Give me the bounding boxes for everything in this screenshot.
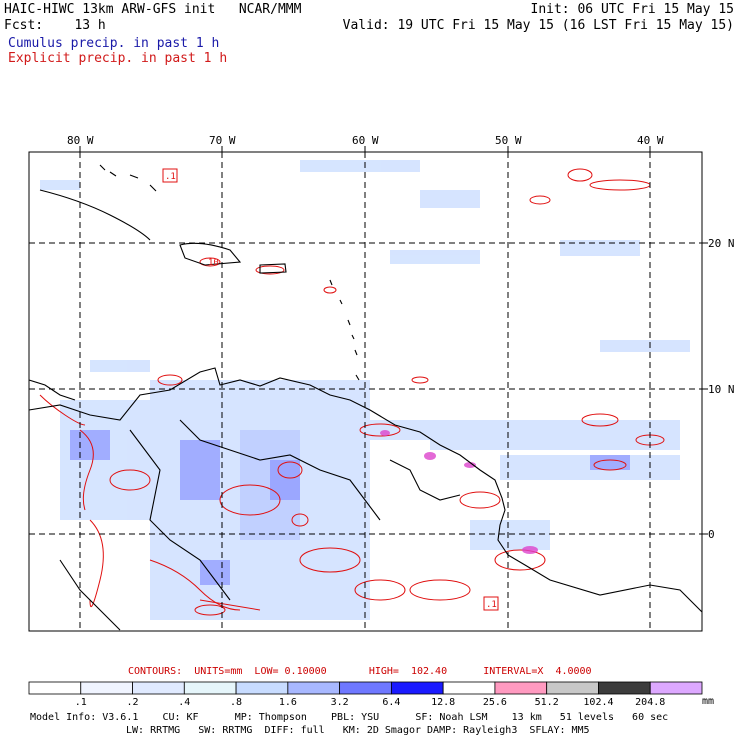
box-label-3: .1	[486, 600, 497, 610]
colorbar-level-label: 204.8	[635, 697, 666, 708]
lat-label-0: 0	[708, 528, 715, 541]
colorbar-swatch	[494, 681, 548, 695]
colorbar-swatch	[546, 681, 599, 695]
colorbar-level-label: 12.8	[431, 697, 456, 708]
max-value-box: .1	[162, 168, 178, 183]
tick-marks	[79, 146, 708, 535]
colorbar-swatch	[649, 681, 703, 695]
max-value-box: 10	[208, 258, 219, 268]
colorbar-level-label: .1	[74, 697, 87, 708]
colorbar-swatch	[80, 681, 133, 695]
graticule	[29, 152, 702, 631]
model-title: HAIC-HIWC 13km ARW-GFS init	[4, 2, 216, 17]
colorbar-level-label: .2	[126, 697, 139, 708]
model-info-line1: Model Info: V3.6.1 CU: KF MP: Thompson P…	[30, 712, 669, 723]
cumulus-precip-label: Cumulus precip. in past 1 h	[8, 36, 220, 51]
colorbar-swatch	[183, 681, 237, 695]
colorbar-level-label: 25.6	[482, 697, 507, 708]
lon-label-70w: 70 W	[209, 134, 236, 147]
colorbar-swatch	[442, 681, 496, 695]
valid-time: Valid: 19 UTC Fri 15 May 15 (16 LST Fri …	[342, 18, 734, 33]
colorbar-units: mm	[702, 696, 715, 707]
lat-label-10n: 10 N	[708, 383, 735, 396]
max-value-box: .1	[483, 596, 499, 611]
init-time: Init: 06 UTC Fri 15 May 15	[530, 2, 735, 17]
explicit-precip-contours	[39, 168, 665, 616]
colorbar-level-label: 51.2	[534, 697, 559, 708]
colorbar-swatch	[132, 681, 185, 695]
lon-label-60w: 60 W	[352, 134, 379, 147]
lon-label-40w: 40 W	[637, 134, 664, 147]
colorbar-level-label: 6.4	[382, 697, 401, 708]
fcst-label: Fcst:	[4, 18, 44, 33]
org-label: NCAR/MMM	[238, 2, 302, 17]
coastlines	[28, 164, 703, 631]
box-label-1: .1	[165, 172, 176, 182]
colorbar-swatch	[28, 681, 82, 695]
forecast-hour-line: Fcst: 13 h	[4, 18, 106, 33]
colorbar-level-label: 1.6	[278, 697, 297, 708]
lon-label-80w: 80 W	[67, 134, 94, 147]
fcst-value: 13 h	[74, 18, 106, 33]
colorbar-level-label: .8	[230, 697, 243, 708]
colorbar-swatch	[235, 681, 289, 695]
cumulus-shading-heavy	[70, 430, 630, 585]
colorbar-swatch	[598, 681, 651, 695]
colorbar-swatch	[339, 681, 392, 695]
colorbar	[28, 681, 703, 695]
colorbar-swatch	[287, 681, 341, 695]
colorbar-level-label: 3.2	[330, 697, 349, 708]
header-title-line: HAIC-HIWC 13km ARW-GFS init NCAR/MMM	[4, 2, 301, 17]
lat-label-20n: 20 N	[708, 237, 735, 250]
contour-info: CONTOURS: UNITS=mm LOW= 0.10000 HIGH= 10…	[128, 666, 592, 677]
lon-label-50w: 50 W	[495, 134, 522, 147]
colorbar-level-label: .4	[178, 697, 191, 708]
box-label-2: 10	[208, 258, 219, 268]
explicit-precip-label: Explicit precip. in past 1 h	[8, 51, 228, 66]
model-info-line2: LW: RRTMG SW: RRTMG DIFF: full KM: 2D Sm…	[126, 725, 590, 736]
colorbar-level-label: 102.4	[583, 697, 614, 708]
heavy-precip-cells	[380, 430, 538, 554]
colorbar-swatch	[390, 681, 444, 695]
